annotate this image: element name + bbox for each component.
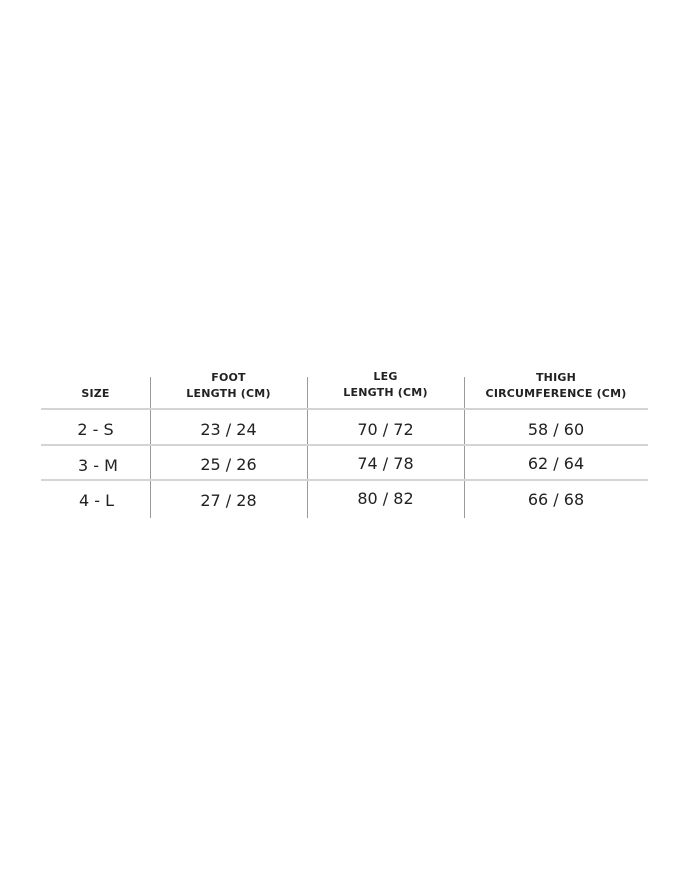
header-line1: LEG [373, 370, 398, 383]
header-size: SIZE [41, 370, 150, 402]
thigh-circumference-cell: 58 / 60 [527, 420, 585, 439]
header-line2: CIRCUMFERENCE (CM) [485, 387, 627, 400]
leg-length-cell: 70 / 72 [357, 420, 414, 439]
header-line2: LENGTH (CM) [186, 387, 271, 400]
row-divider [41, 408, 648, 410]
header-leg-length: LEG LENGTH (CM) [307, 369, 464, 401]
size-cell: 2 - S [77, 420, 114, 439]
header-line1: THIGH [535, 371, 577, 384]
thigh-circumference-cell: 62 / 64 [527, 454, 585, 473]
thigh-circumference-cell: 66 / 68 [527, 490, 585, 509]
header-line1: FOOT [211, 371, 246, 384]
foot-length-cell: 25 / 26 [200, 455, 257, 474]
foot-length-cell: 23 / 24 [200, 420, 257, 439]
header-line2: SIZE [81, 387, 110, 400]
column-divider [307, 377, 308, 518]
column-divider [464, 377, 465, 518]
column-divider [150, 377, 151, 518]
header-line1 [41, 370, 150, 386]
size-cell: 4 - L [78, 491, 115, 510]
row-divider [41, 479, 648, 481]
foot-length-cell: 27 / 28 [200, 491, 257, 510]
leg-length-cell: 74 / 78 [357, 454, 414, 473]
header-line2: LENGTH (CM) [343, 386, 428, 399]
leg-length-cell: 80 / 82 [357, 489, 414, 508]
header-thigh-circumference: THIGH CIRCUMFERENCE (CM) [464, 370, 648, 402]
header-foot-length: FOOT LENGTH (CM) [150, 370, 307, 402]
size-cell: 3 - M [78, 456, 118, 475]
row-divider [41, 444, 648, 446]
